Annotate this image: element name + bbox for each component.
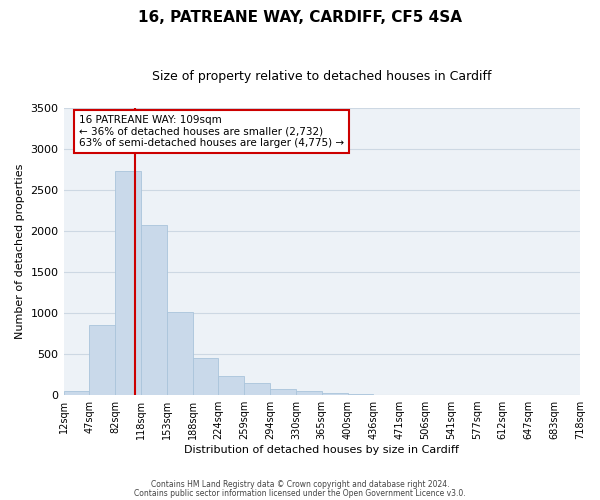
Text: 16 PATREANE WAY: 109sqm
← 36% of detached houses are smaller (2,732)
63% of semi: 16 PATREANE WAY: 109sqm ← 36% of detache… (79, 115, 344, 148)
Text: Contains HM Land Registry data © Crown copyright and database right 2024.: Contains HM Land Registry data © Crown c… (151, 480, 449, 489)
Bar (89, 326, 115, 395)
Bar (244, 383, 270, 395)
Bar (167, 312, 193, 395)
Bar (193, 358, 218, 395)
X-axis label: Distribution of detached houses by size in Cardiff: Distribution of detached houses by size … (184, 445, 459, 455)
Bar (64, 390, 89, 395)
Bar (270, 389, 296, 395)
Title: Size of property relative to detached houses in Cardiff: Size of property relative to detached ho… (152, 70, 491, 83)
Bar (296, 390, 322, 395)
Bar (141, 225, 167, 395)
Bar (347, 394, 373, 395)
Bar (218, 376, 244, 395)
Y-axis label: Number of detached properties: Number of detached properties (15, 164, 25, 339)
Bar (322, 392, 347, 395)
Text: 16, PATREANE WAY, CARDIFF, CF5 4SA: 16, PATREANE WAY, CARDIFF, CF5 4SA (138, 10, 462, 25)
Text: Contains public sector information licensed under the Open Government Licence v3: Contains public sector information licen… (134, 488, 466, 498)
Bar (115, 171, 141, 395)
